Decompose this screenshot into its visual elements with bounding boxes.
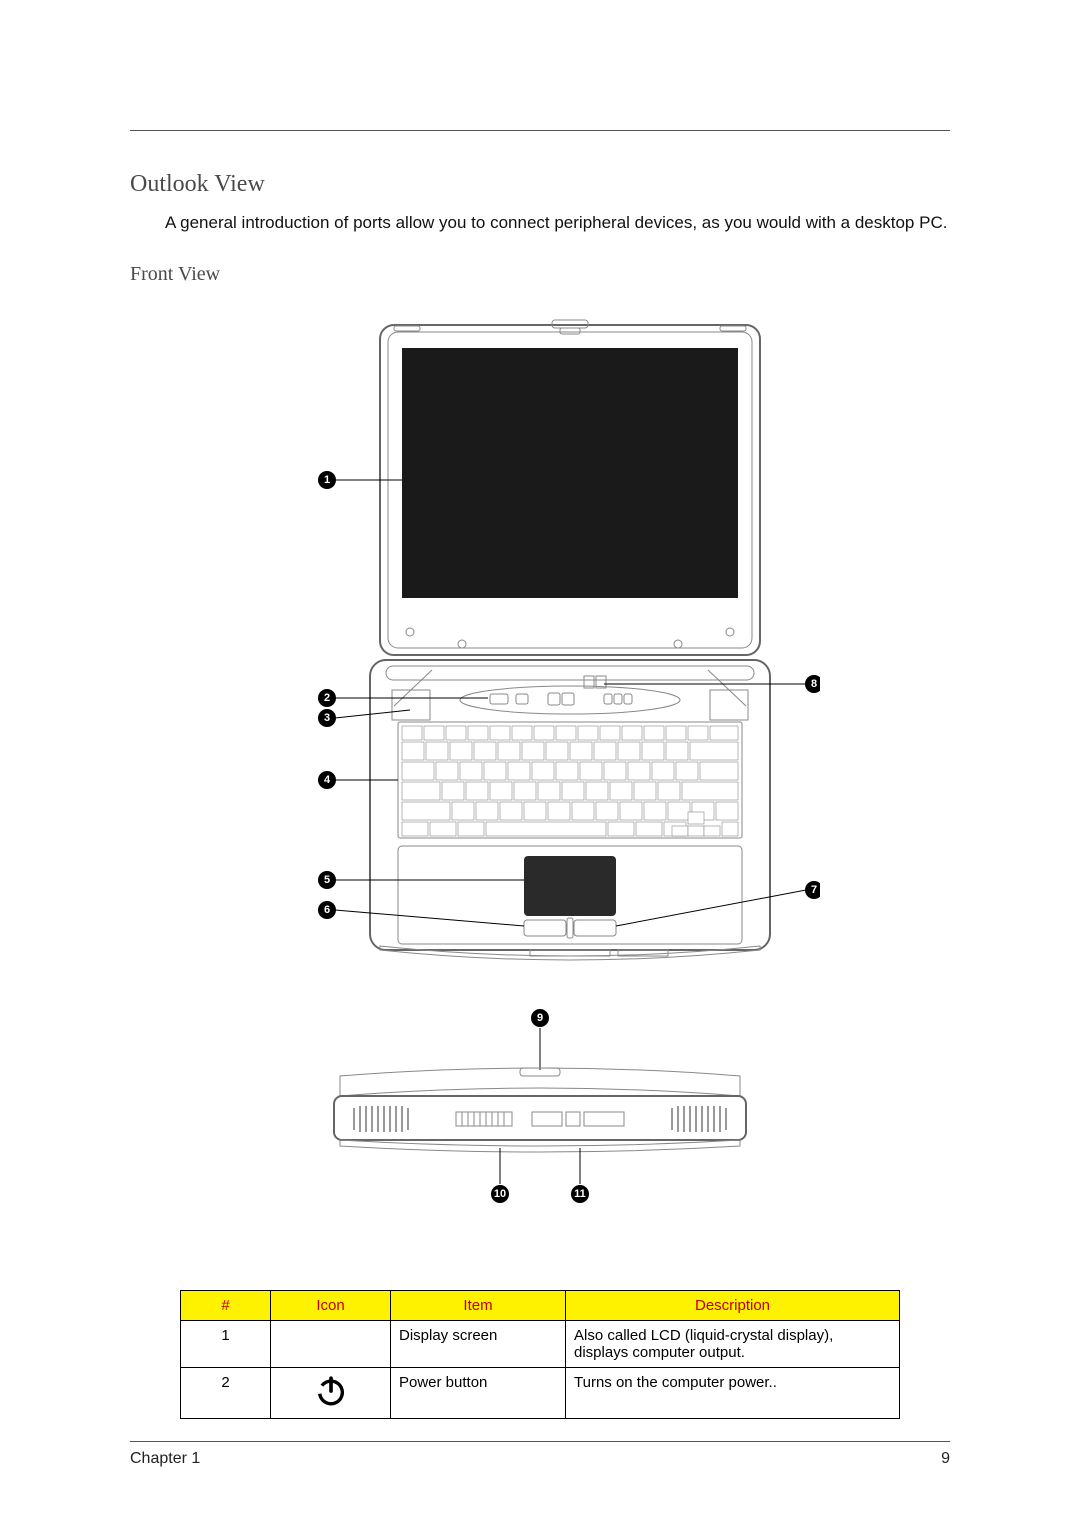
callout-7: 7 (811, 884, 817, 896)
header-num: # (181, 1290, 271, 1320)
power-icon (314, 1374, 348, 1408)
cell-num: 1 (181, 1320, 271, 1367)
callout-9: 9 (537, 1012, 543, 1024)
cell-desc: Also called LCD (liquid-crystal display)… (566, 1320, 900, 1367)
callout-1: 1 (324, 474, 330, 486)
section-heading: Outlook View (130, 171, 950, 198)
callout-2: 2 (324, 692, 330, 704)
header-item: Item (391, 1290, 566, 1320)
cell-icon (271, 1367, 391, 1418)
page-footer: Chapter 1 9 (130, 1441, 950, 1468)
table-header-row: # Icon Item Description (181, 1290, 900, 1320)
callout-3: 3 (324, 712, 330, 724)
footer-left: Chapter 1 (130, 1450, 200, 1468)
callout-6: 6 (324, 904, 330, 916)
intro-text: A general introduction of ports allow yo… (165, 212, 950, 235)
table-row: 2 Power button Turns on the computer pow… (181, 1367, 900, 1418)
cell-item: Power button (391, 1367, 566, 1418)
open-view-diagram: 1 2 3 4 5 (260, 310, 820, 990)
top-rule (130, 130, 950, 131)
callout-11: 11 (574, 1188, 586, 1200)
cell-item: Display screen (391, 1320, 566, 1367)
front-view-diagram: 9 (280, 1000, 800, 1220)
header-icon: Icon (271, 1290, 391, 1320)
cell-desc: Turns on the computer power.. (566, 1367, 900, 1418)
callout-4: 4 (324, 774, 331, 786)
footer-right: 9 (941, 1450, 950, 1468)
table-row: 1 Display screen Also called LCD (liquid… (181, 1320, 900, 1367)
callout-10: 10 (494, 1188, 506, 1200)
header-desc: Description (566, 1290, 900, 1320)
cell-num: 2 (181, 1367, 271, 1418)
cell-icon (271, 1320, 391, 1367)
callout-5: 5 (324, 874, 330, 886)
callout-8: 8 (811, 678, 817, 690)
subheading: Front View (130, 263, 950, 286)
parts-table: # Icon Item Description 1 Display screen… (180, 1290, 900, 1419)
